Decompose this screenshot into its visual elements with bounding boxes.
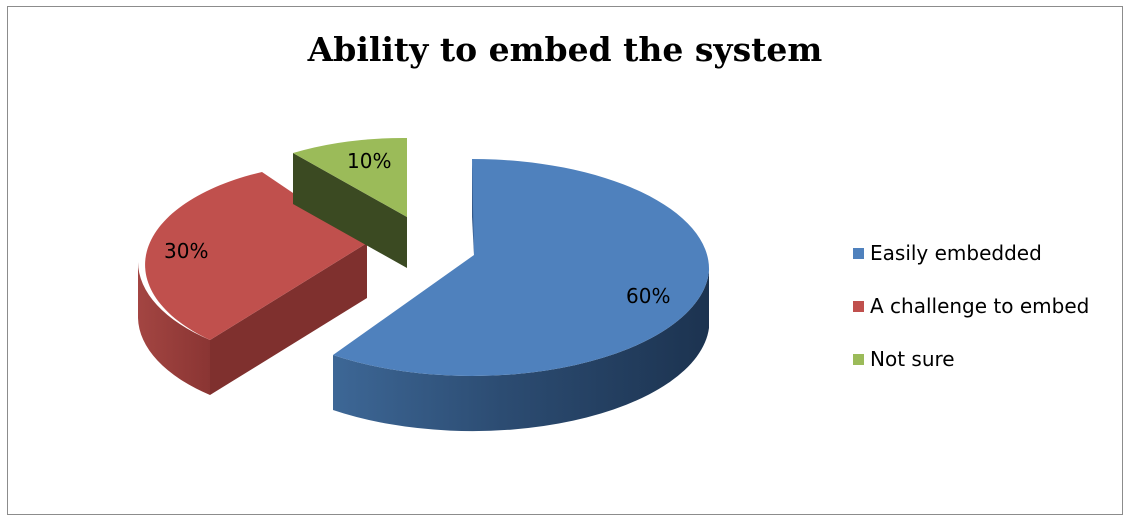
legend-label: Not sure [870, 347, 955, 371]
data-label-a-challenge-to-embed: 30% [164, 239, 208, 263]
legend-item: A challenge to embed [853, 293, 1089, 319]
legend-label: Easily embedded [870, 241, 1042, 265]
legend-item: Easily embedded [853, 240, 1089, 266]
data-label-not-sure: 10% [347, 149, 391, 173]
legend-swatch [853, 248, 864, 259]
legend: Easily embedded A challenge to embed Not… [853, 240, 1089, 399]
legend-label: A challenge to embed [870, 294, 1089, 318]
data-label-easily-embedded: 60% [626, 284, 670, 308]
legend-swatch [853, 354, 864, 365]
legend-item: Not sure [853, 346, 1089, 372]
legend-swatch [853, 301, 864, 312]
